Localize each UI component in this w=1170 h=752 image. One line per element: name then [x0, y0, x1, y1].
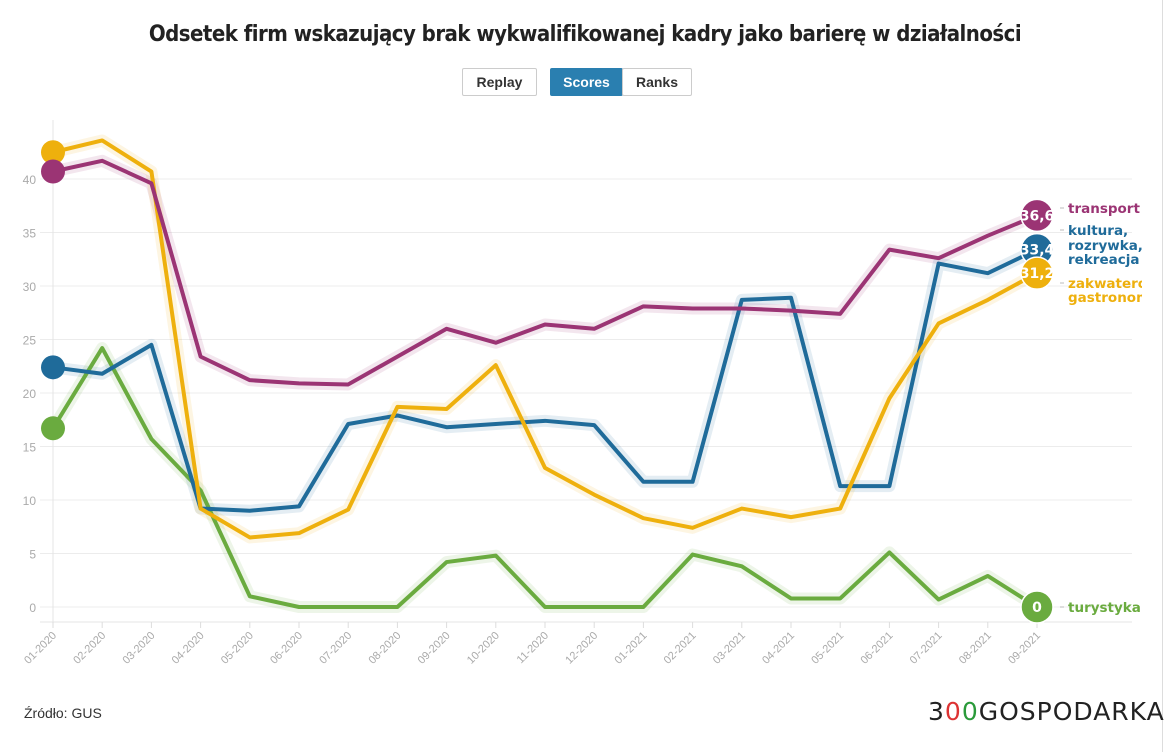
x-tick-label: 03-2021 — [711, 630, 748, 667]
x-tick-label: 04-2020 — [170, 630, 207, 667]
end-value-marker — [1020, 590, 1054, 624]
series-start-dot — [41, 416, 65, 441]
scrollbar-edge — [1162, 0, 1163, 752]
x-tick-label: 01-2020 — [22, 630, 59, 667]
x-tick-label: 03-2020 — [120, 630, 157, 667]
chart-title: Odsetek firm wskazujący brak wykwalifiko… — [148, 22, 1022, 47]
x-tick-label: 12-2020 — [563, 630, 600, 667]
logo: 300GOSPODARKA — [928, 697, 1165, 726]
series-name-label: gastronomia — [1068, 290, 1162, 306]
series-name-label: rekreacja — [1068, 252, 1139, 268]
x-tick-label: 10-2020 — [465, 630, 502, 667]
series-line-3 — [51, 346, 1039, 609]
y-tick-label: 25 — [23, 334, 37, 348]
x-tick-label: 08-2020 — [366, 630, 403, 667]
y-tick-label: 35 — [23, 227, 37, 241]
series-name-label: zakwaterowanie, — [1068, 276, 1162, 292]
x-tick-label: 09-2021 — [1006, 630, 1043, 667]
y-tick-label: 30 — [23, 280, 37, 294]
x-tick-label: 06-2021 — [858, 630, 895, 667]
x-tick-label: 06-2020 — [268, 630, 305, 667]
x-tick-label: 07-2021 — [908, 630, 945, 667]
series-start-dot — [41, 140, 65, 165]
y-tick-label: 20 — [23, 387, 37, 401]
x-tick-label: 09-2020 — [416, 630, 453, 667]
end-value-marker — [1020, 256, 1054, 290]
y-tick-label: 15 — [23, 441, 37, 455]
series-start-dot — [41, 355, 65, 380]
line-chart: 0 5 10 15 20 25 30 35 40 01-2020 02-2020 03-2020 04-… — [22, 120, 1162, 667]
series-line-0 — [52, 158, 1038, 387]
x-tick-label: 05-2021 — [809, 630, 846, 667]
y-tick-label: 10 — [23, 494, 37, 508]
x-tick-label: 05-2020 — [219, 630, 256, 667]
end-value-label: 36,6 — [1020, 208, 1055, 224]
series-line-2 — [52, 138, 1038, 540]
y-tick-label: 40 — [23, 173, 37, 187]
x-tick-label: 08-2021 — [957, 630, 994, 667]
x-tick-label: 01-2021 — [612, 630, 649, 667]
replay-button[interactable]: Replay — [462, 68, 537, 96]
series-name-label: transport — [1068, 201, 1140, 217]
source-note: Źródło: GUS — [24, 705, 102, 721]
series-name-label: kultura, — [1068, 223, 1128, 239]
x-tick-label: 11-2020 — [515, 630, 551, 666]
end-value-label: 33,4 — [1020, 243, 1055, 259]
series-name-label: turystyka — [1068, 600, 1141, 616]
y-tick-label: 0 — [29, 601, 36, 615]
series-line-1 — [52, 247, 1038, 513]
series-start-dot — [41, 159, 65, 184]
end-value-marker — [1020, 198, 1054, 233]
ranks-button[interactable]: Ranks — [622, 68, 692, 96]
x-tick-label: 02-2021 — [662, 630, 699, 667]
x-tick-label: 04-2021 — [760, 630, 797, 667]
x-tick-label: 07-2020 — [317, 630, 354, 667]
end-value-label: 31,2 — [1020, 266, 1055, 282]
x-tick-label: 02-2020 — [71, 630, 108, 667]
series-name-label: rozrywka, — [1068, 238, 1143, 254]
y-tick-label: 5 — [29, 548, 36, 562]
end-value-label: 0 — [1032, 600, 1042, 616]
